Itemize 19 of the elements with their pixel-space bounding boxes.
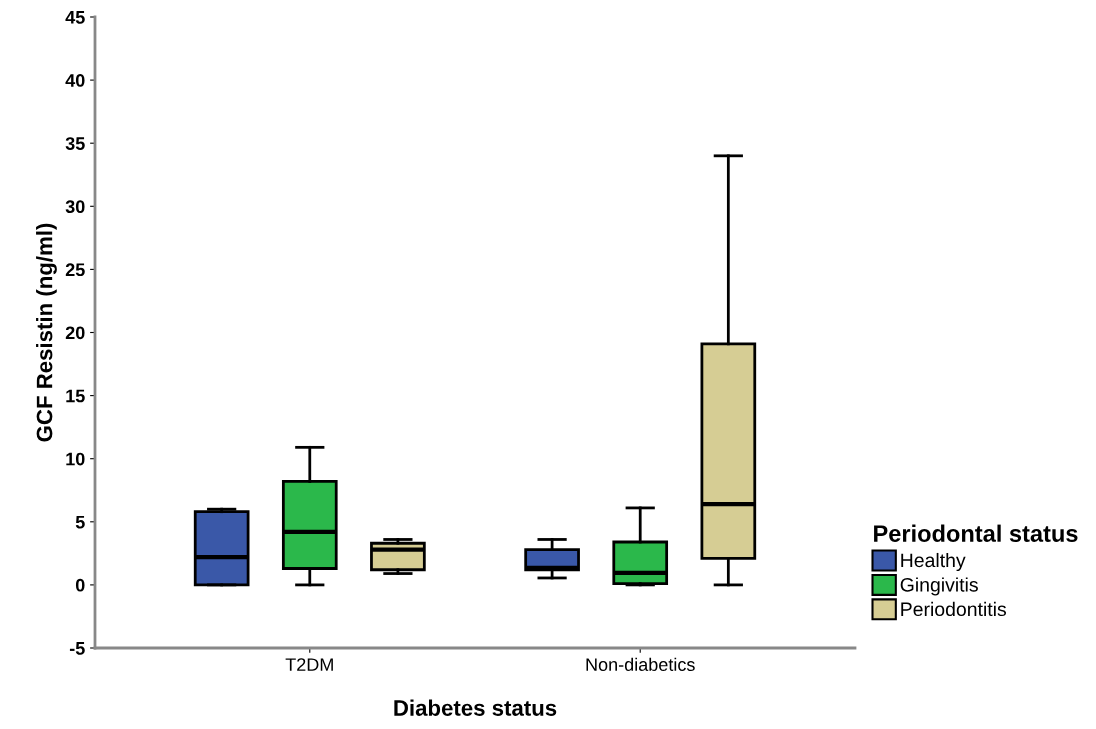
x-axis-title: Diabetes status [394,699,557,716]
y-axis-title: GCF Resistin (ng/ml) [36,223,57,442]
legend-label: Healthy [901,552,966,572]
legend-label: Periodontitis [901,601,1007,617]
legend-label: Gingivitis [900,577,978,596]
y-tick-label: 30 [65,200,85,214]
y-tick-label: 40 [65,74,85,87]
y-tick-label: 20 [65,326,85,340]
y-tick-label: 25 [65,263,85,277]
y-tick-label: 35 [65,137,85,150]
x-tick-label: Non-diabetics [586,657,695,671]
x-tick-label: T2DM [285,658,333,671]
y-tick-label: -5 [69,642,85,655]
y-tick-label: 15 [66,389,85,403]
y-tick-label: 0 [75,578,85,592]
y-tick-label: 10 [66,452,85,466]
legend-title: Periodontal status [874,524,1078,542]
y-tick-label: 45 [65,11,85,24]
y-tick-label: 5 [75,515,85,529]
